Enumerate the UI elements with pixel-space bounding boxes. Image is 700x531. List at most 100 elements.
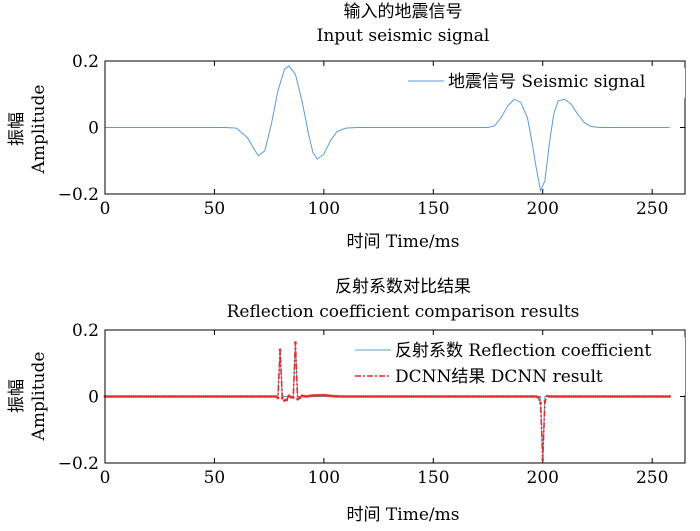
series-point (232, 395, 236, 398)
series-point (324, 394, 328, 397)
series-point (280, 396, 284, 400)
series-point (132, 395, 135, 398)
series-point (307, 394, 310, 398)
series-point (206, 395, 210, 398)
chart-reflection-comparison: 反射系数对比结果 Reflection coefficient comparis… (7, 277, 686, 525)
series-point (497, 395, 501, 398)
series-point (631, 395, 634, 398)
x-axis-label: 时间 Time/ms (347, 232, 460, 252)
series-point (440, 395, 444, 398)
series-point (591, 395, 595, 398)
series-point (602, 395, 606, 398)
series-point (213, 395, 216, 398)
series-point (298, 396, 302, 400)
series-point (234, 395, 238, 398)
series-point (261, 395, 264, 398)
series-point (243, 395, 247, 398)
plot-frame (104, 329, 686, 464)
series-point (659, 395, 663, 398)
series-point (646, 395, 650, 398)
y-tick-label: 0.2 (72, 52, 99, 72)
series-point (642, 395, 645, 398)
series-point (359, 395, 363, 398)
series-point (188, 395, 192, 398)
series-point (644, 395, 647, 398)
series-point (547, 395, 551, 398)
series-point (143, 395, 146, 398)
series-point (287, 394, 291, 398)
chart-subtitle: Input seismic signal (317, 26, 490, 46)
series-point (167, 395, 170, 398)
series-point (348, 395, 352, 398)
series-point (381, 395, 385, 398)
series-point (396, 395, 400, 398)
series-point (291, 396, 295, 399)
series-point (405, 395, 409, 398)
series-point (593, 395, 597, 398)
series-point (320, 393, 324, 397)
chart-title: 反射系数对比结果 (335, 277, 471, 297)
series-point (663, 395, 667, 398)
series-point (339, 395, 343, 398)
series-point (379, 395, 383, 398)
series-point (491, 395, 494, 398)
series-point (186, 395, 190, 398)
series-point (565, 395, 569, 398)
series-point (272, 395, 275, 398)
series-point (550, 395, 553, 398)
series-point (650, 395, 654, 398)
y-tick-label: −0.2 (58, 454, 99, 474)
series-point (466, 395, 470, 398)
series-point (482, 395, 486, 398)
x-tick-label: 50 (204, 199, 226, 219)
series-point (239, 395, 243, 398)
series-point (329, 394, 332, 398)
series-point (668, 395, 672, 398)
series-point (322, 393, 326, 397)
series-point (517, 395, 521, 398)
series-point (554, 395, 558, 398)
y-axis-label-cn: 振幅 (7, 112, 27, 146)
series-point (473, 395, 477, 398)
series-point (607, 395, 610, 398)
series-point (526, 395, 529, 398)
x-axis-label: 时间 Time/ms (347, 505, 460, 525)
series-point (471, 395, 475, 398)
series-point (158, 395, 162, 398)
series-point (455, 395, 459, 398)
series-point (164, 395, 168, 398)
series-point (230, 395, 234, 398)
series-point (372, 395, 376, 398)
series-point (436, 395, 440, 398)
y-tick-label: 0 (88, 388, 99, 408)
series-point (368, 395, 372, 398)
series-point (331, 394, 335, 398)
y-axis-label-cn: 振幅 (7, 379, 27, 413)
legend-box (402, 68, 685, 98)
legend: 地震信号 Seismic signal (402, 68, 685, 98)
series-point (567, 395, 571, 398)
series-point (153, 395, 157, 398)
x-tick-label: 100 (308, 468, 340, 488)
series-point (534, 395, 538, 398)
series-point (598, 395, 602, 398)
series-point (576, 395, 580, 398)
series-point (493, 395, 496, 398)
chart-input-seismic: 输入的地震信号 Input seismic signal 时间 Time/ms … (7, 2, 686, 252)
series-point (578, 395, 582, 398)
series-point (504, 395, 507, 398)
series-point (628, 395, 632, 398)
series-point (105, 395, 109, 398)
series-point (453, 395, 457, 398)
x-tick-label: 50 (204, 468, 226, 488)
x-tick-label: 0 (100, 468, 111, 488)
series-point (193, 395, 197, 398)
series-point (191, 395, 194, 398)
series-line (105, 65, 670, 193)
series-point (510, 395, 514, 398)
series-point (248, 395, 251, 398)
series-point (346, 395, 350, 398)
series-point (263, 395, 267, 398)
series-point (449, 395, 453, 398)
